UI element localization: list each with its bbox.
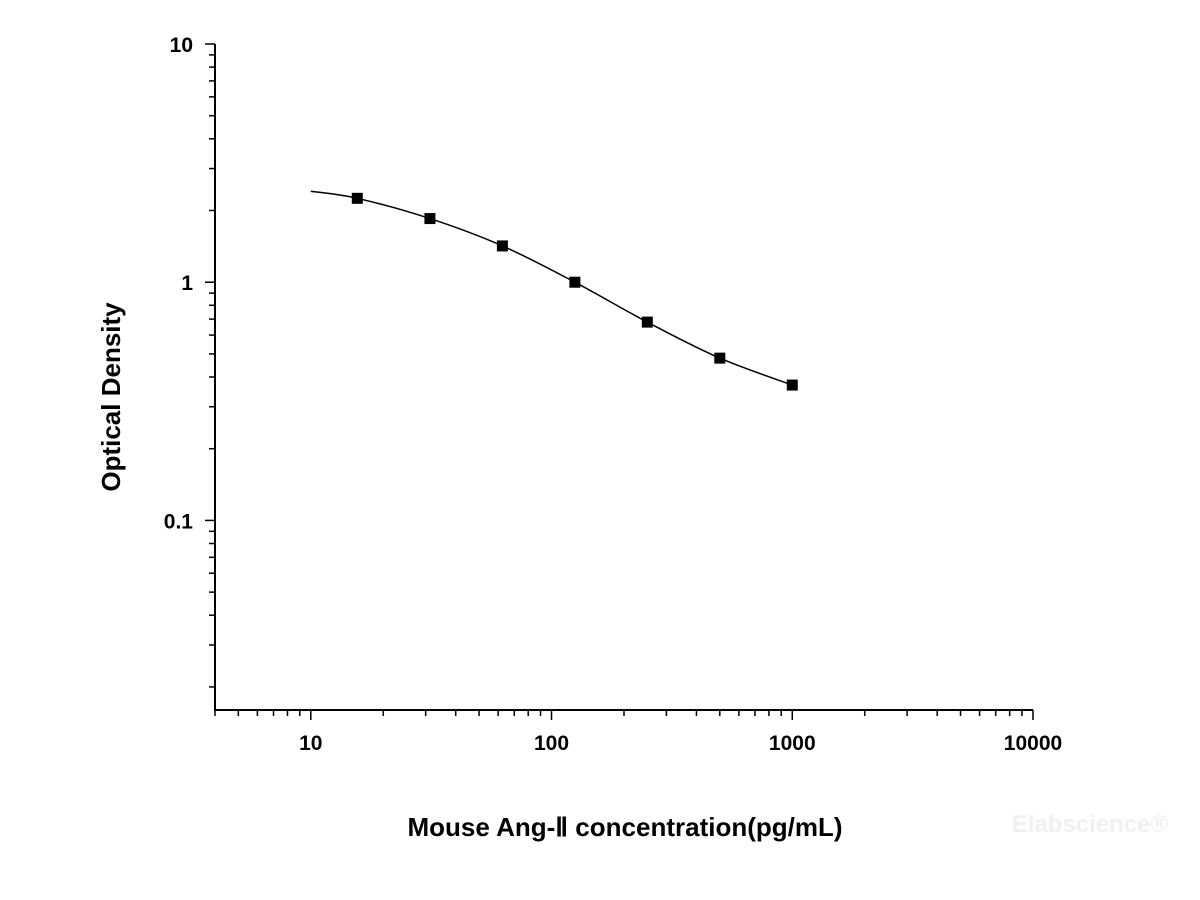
- x-axis-title: Mouse Ang-Ⅱ concentration(pg/mL): [407, 812, 842, 842]
- data-point: [786, 379, 798, 391]
- data-point: [569, 276, 581, 288]
- y-tick-label: 0.1: [164, 510, 194, 533]
- axes: [214, 44, 1033, 711]
- watermark-logo: Elabscience®: [1012, 811, 1169, 838]
- y-axis-title: Optical Density: [96, 302, 126, 492]
- y-tick-label: 10: [170, 34, 193, 57]
- x-tick-label: 100: [534, 732, 569, 755]
- x-axis-ticks: 10 100 1000 10000: [214, 710, 1062, 755]
- data-point: [496, 240, 508, 252]
- x-tick-label: 10: [299, 732, 322, 755]
- y-tick-label: 1: [181, 272, 193, 295]
- data-point: [424, 213, 436, 225]
- data-points: [351, 192, 798, 391]
- y-axis-ticks: 10 1 0.1: [164, 34, 215, 688]
- data-point: [641, 316, 653, 328]
- x-tick-label: 10000: [1004, 732, 1062, 755]
- x-tick-label: 1000: [769, 732, 816, 755]
- data-point: [351, 192, 363, 204]
- fit-curve: [310, 190, 793, 386]
- data-point: [714, 352, 726, 364]
